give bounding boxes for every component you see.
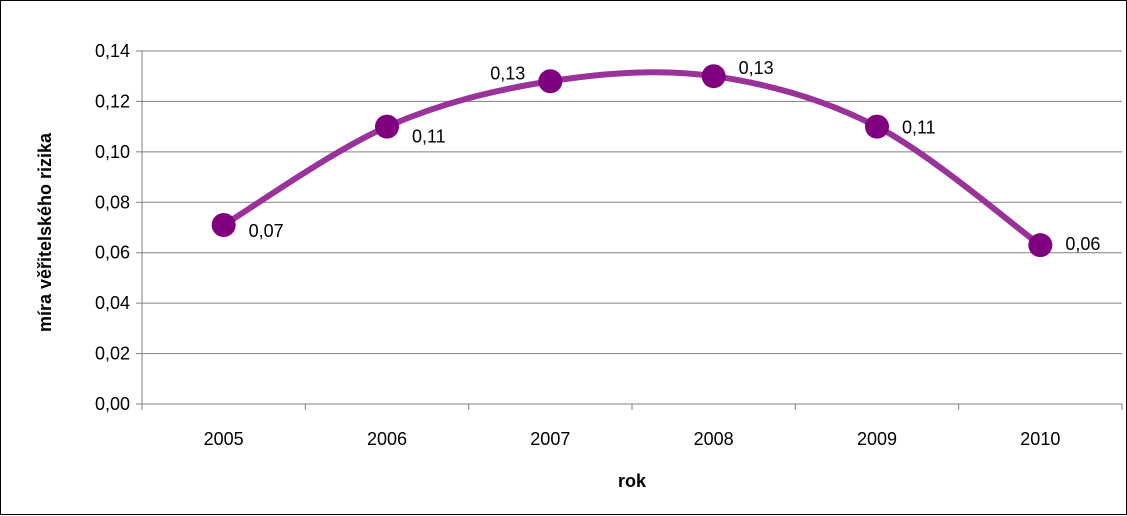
- x-tick-label: 2006: [367, 429, 407, 449]
- y-tick-label: 0,06: [95, 243, 130, 263]
- y-tick-label: 0,12: [95, 91, 130, 111]
- y-tick-label: 0,02: [95, 344, 130, 364]
- data-label: 0,13: [739, 58, 774, 78]
- data-label: 0,06: [1065, 234, 1100, 254]
- data-point: [865, 114, 889, 139]
- data-points: [211, 64, 1053, 258]
- data-point: [375, 114, 399, 139]
- axes: [141, 51, 1122, 405]
- series-line: [220, 69, 1044, 249]
- data-label: 0,11: [412, 127, 446, 147]
- data-point: [211, 212, 236, 237]
- x-tick-label: 2009: [857, 429, 897, 449]
- y-tick-labels: 0,00 0,02 0,04 0,06 0,08 0,10 0,12 0,14: [95, 41, 130, 414]
- x-tick-label: 2010: [1020, 429, 1060, 449]
- y-tick-label: 0,10: [95, 142, 130, 162]
- y-tick-label: 0,08: [95, 192, 130, 212]
- series: [220, 69, 1044, 249]
- data-labels: 0,07 0,11 0,13 0,13 0,11 0,06: [249, 58, 1101, 254]
- x-tick-label: 2005: [204, 429, 244, 449]
- data-label: 0,13: [490, 63, 525, 83]
- data-label: 0,11: [902, 118, 936, 138]
- data-point: [701, 64, 726, 89]
- x-tick-label: 2008: [694, 429, 734, 449]
- data-point: [1028, 233, 1053, 258]
- y-tick-label: 0,00: [95, 394, 130, 414]
- y-tick-label: 0,14: [95, 41, 130, 61]
- x-tick-labels: 2005 2006 2007 2008 2009 2010: [204, 429, 1061, 449]
- x-axis-title: rok: [618, 471, 647, 491]
- y-axis-title: míra věřitelského rizika: [35, 132, 55, 332]
- x-tick-label: 2007: [530, 429, 570, 449]
- y-tick-label: 0,04: [95, 293, 130, 313]
- data-point: [538, 69, 563, 94]
- gridlines: [136, 50, 1123, 410]
- data-label: 0,07: [249, 221, 284, 241]
